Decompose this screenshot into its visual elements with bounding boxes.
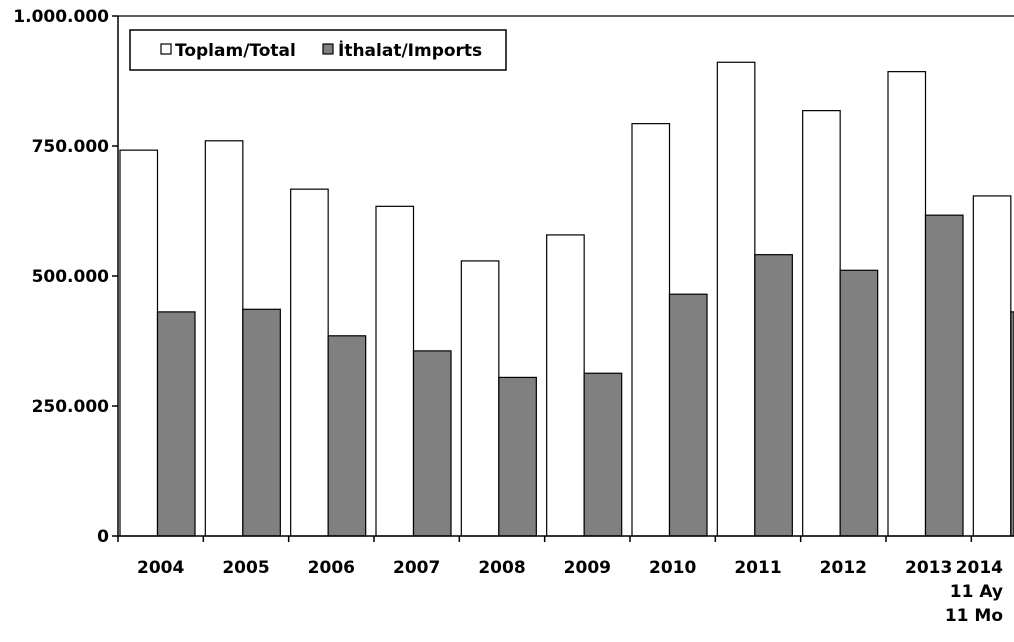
bar-imports-2010 (668, 293, 708, 537)
y-tick-label: 500.000 (32, 267, 110, 287)
bar-imports-2006 (327, 335, 367, 537)
x-category-label: 2007 (393, 558, 440, 578)
bar-total-2010 (631, 123, 671, 537)
bar-total-2012 (802, 110, 841, 537)
legend-label-imports: İthalat/Imports (338, 39, 482, 61)
bar-imports-2011 (754, 254, 793, 537)
bar-imports-2012 (839, 269, 879, 537)
bar-imports-2007 (412, 350, 452, 537)
bars-group (119, 61, 1014, 537)
legend-label-total: Toplam/Total (175, 41, 296, 61)
legend-swatch-total (160, 43, 172, 55)
x-category-label: 2006 (308, 558, 355, 578)
bar-imports-2008 (498, 376, 537, 537)
x-category-label: 2009 (564, 558, 611, 578)
x-category-label: 11 Mo (945, 606, 1003, 626)
y-tick-label: 0 (97, 527, 109, 547)
bar-imports-2009 (583, 372, 623, 537)
x-category-label: 2013 (905, 558, 952, 578)
bar-imports-2004 (156, 311, 196, 537)
x-labels-group: 2004 2005 2006 2007 2008 2009 2010 2011 2012 2013… (117, 536, 1003, 626)
bar-total-2006 (290, 188, 329, 537)
legend-swatch-imports (322, 43, 334, 55)
x-category-label: 2010 (649, 558, 696, 578)
bar-total-2007 (375, 205, 415, 537)
x-category-label: 2014 (956, 558, 1003, 578)
bar-imports-2005 (242, 308, 281, 537)
bar-total-2004 (119, 149, 159, 537)
bar-total-2008 (460, 260, 500, 537)
legend: Toplam/Total İthalat/Imports (129, 29, 507, 71)
y-tick-label: 750.000 (32, 137, 110, 157)
bar-total-2009 (546, 234, 585, 537)
bar-imports-2013 (924, 214, 964, 537)
legend-box (129, 29, 507, 71)
y-tick-label: 1.000.000 (13, 7, 109, 27)
x-category-label: 2004 (137, 558, 184, 578)
y-ticks-group: 0 250.000 500.000 750.000 1.000.000 (13, 7, 118, 547)
x-category-label: 2005 (222, 558, 269, 578)
x-category-label: 2012 (820, 558, 867, 578)
bar-total-2013 (887, 71, 927, 537)
x-category-label: 2011 (734, 558, 781, 578)
bar-total-2011 (716, 61, 756, 537)
x-category-label: 2008 (478, 558, 525, 578)
y-tick-label: 250.000 (32, 397, 110, 417)
bar-total-2005 (204, 140, 244, 537)
bar-total-2014 (972, 195, 1012, 537)
x-category-label: 11 Ay (950, 582, 1003, 602)
